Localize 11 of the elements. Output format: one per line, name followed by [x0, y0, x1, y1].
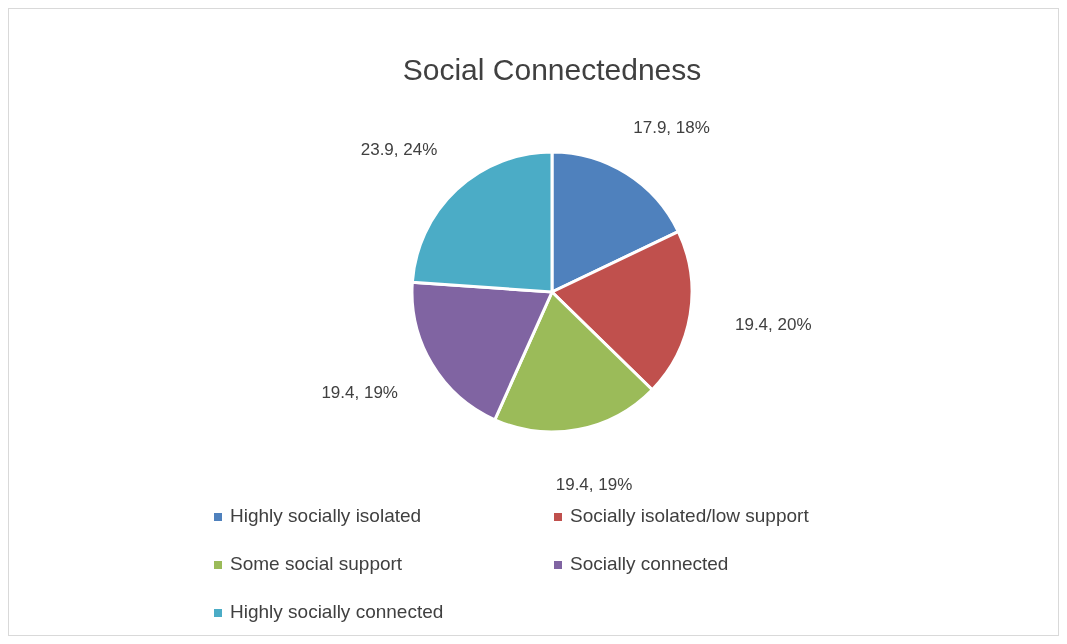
data-label: 19.4, 19% [321, 383, 398, 403]
legend-label: Socially isolated/low support [570, 505, 810, 526]
legend-label: Some social support [230, 553, 403, 574]
data-label: 19.4, 20% [734, 314, 812, 334]
chart-title: Social Connectedness [402, 53, 702, 86]
data-label: 19.4, 19% [555, 474, 633, 494]
data-label: 23.9, 24% [360, 140, 438, 160]
legend-label: Highly socially isolated [230, 505, 422, 526]
legend-label: Socially connected [570, 553, 729, 574]
data-label: 17.9, 18% [633, 118, 710, 138]
legend-label: Highly socially connected [230, 601, 444, 622]
